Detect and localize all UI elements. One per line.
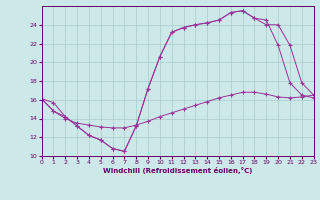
X-axis label: Windchill (Refroidissement éolien,°C): Windchill (Refroidissement éolien,°C) bbox=[103, 167, 252, 174]
